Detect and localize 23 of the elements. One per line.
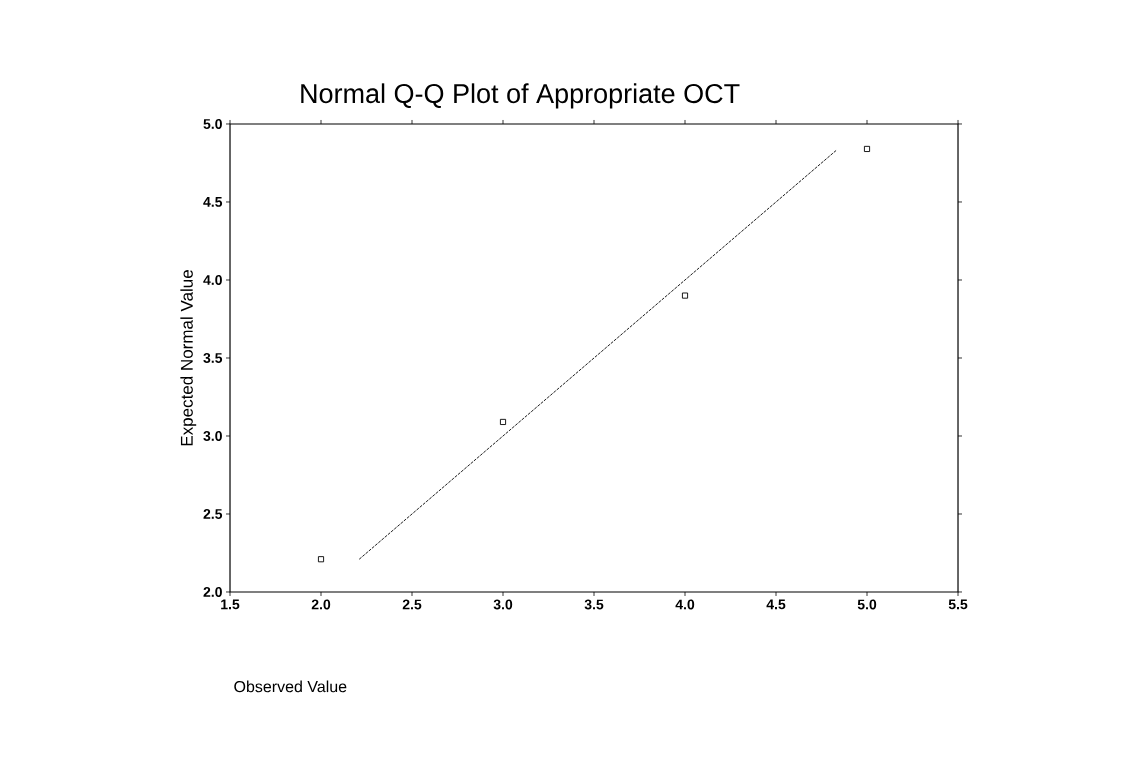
point bbox=[317, 556, 325, 563]
y-axis-title: Expected Normal Value bbox=[180, 270, 197, 446]
point bbox=[499, 418, 507, 425]
x-tick-label: 4.5 bbox=[766, 599, 786, 610]
y-tick-label: 3.5 bbox=[203, 353, 223, 363]
x-tick-label: 5.0 bbox=[857, 599, 877, 610]
point bbox=[681, 292, 689, 299]
y-tick-label: 4.0 bbox=[203, 275, 222, 285]
x-tick-label: 3.5 bbox=[584, 599, 604, 610]
x-tick-label: 2.0 bbox=[311, 599, 331, 610]
chart-title: Normal Q-Q Plot of Appropriate OCT bbox=[301, 83, 740, 109]
point bbox=[863, 145, 871, 152]
x-tick-label: 5.5 bbox=[948, 599, 968, 610]
x-tick-label: 1.5 bbox=[221, 599, 240, 610]
x-tick-label: 3.0 bbox=[493, 599, 513, 610]
x-tick-label: 4.0 bbox=[675, 599, 695, 610]
y-tick-label: 5.0 bbox=[203, 119, 222, 129]
y-tick-label: 3.0 bbox=[203, 431, 222, 441]
y-tick-label: 2.5 bbox=[203, 509, 223, 519]
x-axis-title: Observed Value bbox=[234, 680, 347, 693]
x-tick-label: 2.5 bbox=[402, 599, 422, 610]
y-tick-label: 2.0 bbox=[203, 587, 222, 597]
y-tick-label: 4.5 bbox=[203, 197, 223, 207]
